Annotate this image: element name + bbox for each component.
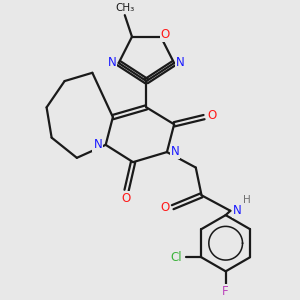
Text: Cl: Cl (170, 251, 182, 264)
Text: N: N (93, 138, 102, 151)
Text: O: O (160, 201, 170, 214)
Text: N: N (176, 56, 185, 69)
Text: N: N (232, 204, 241, 217)
Text: H: H (243, 195, 250, 205)
Text: O: O (121, 192, 130, 205)
Text: O: O (160, 28, 170, 41)
Text: F: F (222, 285, 229, 298)
Text: O: O (207, 109, 217, 122)
Text: N: N (108, 56, 116, 69)
Text: N: N (170, 145, 179, 158)
Text: CH₃: CH₃ (115, 3, 134, 13)
